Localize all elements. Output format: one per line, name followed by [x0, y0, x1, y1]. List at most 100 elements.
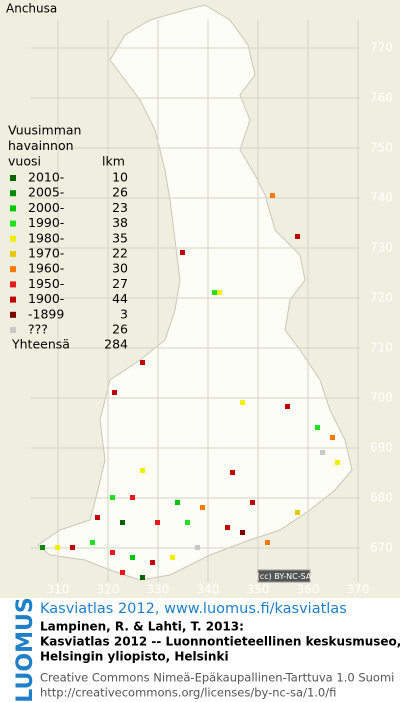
- northing-label: 710: [370, 341, 393, 355]
- legend-label: 1950-: [28, 276, 64, 291]
- occurrence-square: [170, 555, 175, 560]
- legend-total: 284: [104, 337, 128, 352]
- occurrence-square: [285, 404, 290, 409]
- northing-label: 760: [370, 91, 393, 105]
- legend-count: 26: [112, 185, 128, 200]
- occurrence-square: [200, 505, 205, 510]
- legend-swatch: [10, 190, 16, 197]
- occurrence-square: [195, 545, 200, 550]
- easting-label: 370: [347, 583, 370, 597]
- legend-swatch: [10, 311, 16, 318]
- occurrence-square: [295, 234, 300, 239]
- legend-swatch: [10, 266, 16, 273]
- legend-count-heading: lkm: [102, 154, 125, 169]
- citation-line: Kasviatlas 2012 -- Luonnontieteellinen k…: [40, 635, 400, 649]
- legend-count: 27: [112, 276, 128, 291]
- occurrence-square: [55, 545, 60, 550]
- easting-label: 310: [47, 583, 70, 597]
- legend-heading: Vuusimman: [8, 123, 81, 138]
- occurrence-square: [185, 520, 190, 525]
- license-badge-box: [257, 569, 311, 583]
- occurrence-square: [155, 520, 160, 525]
- license-line: http://creativecommons.org/licenses/by-n…: [40, 686, 336, 700]
- legend-label: 1970-: [28, 246, 64, 261]
- occurrence-square: [175, 500, 180, 505]
- occurrence-square: [315, 425, 320, 430]
- legend-label: -1899: [28, 306, 64, 321]
- citation-line: Helsingin yliopisto, Helsinki: [40, 650, 229, 664]
- legend-swatch: [10, 235, 16, 242]
- legend-label: 1990-: [28, 215, 64, 230]
- northing-label: 700: [370, 391, 393, 405]
- occurrence-square: [212, 290, 217, 295]
- easting-label: 320: [97, 583, 120, 597]
- occurrence-square: [230, 470, 235, 475]
- luomus-logo: LUOMUS: [13, 597, 38, 702]
- northing-label: 750: [370, 141, 393, 155]
- legend-label: 1960-: [28, 261, 64, 276]
- license-line: Creative Commons Nimeä-Epäkaupallinen-Ta…: [40, 671, 394, 685]
- easting-label: 340: [197, 583, 220, 597]
- legend-label: 2005-: [28, 185, 64, 200]
- easting-label: 350: [247, 583, 270, 597]
- legend-count: 44: [112, 291, 128, 306]
- occurrence-square: [110, 550, 115, 555]
- occurrence-square: [70, 545, 75, 550]
- occurrence-square: [320, 450, 325, 455]
- northing-label: 690: [370, 441, 393, 455]
- finland-land: [37, 4, 353, 581]
- easting-label: 360: [297, 583, 320, 597]
- occurrence-square: [270, 193, 275, 198]
- occurrence-square: [295, 510, 300, 515]
- legend-count: 35: [112, 230, 128, 245]
- legend-count: 26: [112, 322, 128, 337]
- occurrence-square: [120, 520, 125, 525]
- occurrence-square: [330, 435, 335, 440]
- occurrence-square: [225, 525, 230, 530]
- occurrence-square: [90, 540, 95, 545]
- legend-count: 38: [112, 215, 128, 230]
- legend-label: 1900-: [28, 291, 64, 306]
- legend-label: 2000-: [28, 200, 64, 215]
- species-title: Anchusa: [6, 2, 57, 16]
- easting-label: 330: [147, 583, 170, 597]
- occurrence-square: [265, 540, 270, 545]
- occurrence-square: [130, 555, 135, 560]
- northing-label: 670: [370, 541, 393, 555]
- legend-count: 30: [112, 261, 128, 276]
- legend-heading: havainnon: [8, 138, 74, 153]
- license-badge: (cc) BY-NC-SA: [257, 572, 312, 581]
- occurrence-square: [150, 560, 155, 565]
- occurrence-square: [95, 515, 100, 520]
- legend-swatch: [10, 281, 16, 288]
- occurrence-square: [180, 250, 185, 255]
- northing-label: 730: [370, 241, 393, 255]
- occurrence-square: [112, 390, 117, 395]
- legend-count: 10: [112, 170, 128, 185]
- northing-label: 680: [370, 491, 393, 505]
- citation-line: Lampinen, R. & Lahti, T. 2013:: [40, 620, 244, 634]
- occurrence-square: [130, 495, 135, 500]
- occurrence-square: [110, 495, 115, 500]
- occurrence-square: [217, 290, 222, 295]
- occurrence-square: [250, 500, 255, 505]
- legend-swatch: [10, 220, 16, 227]
- legend-label: 2010-: [28, 170, 64, 185]
- atlas-link: Kasviatlas 2012, www.luomus.fi/kasviatla…: [40, 601, 347, 617]
- occurrence-square: [120, 570, 125, 575]
- northing-label: 770: [370, 41, 393, 55]
- legend-label: ???: [28, 322, 48, 337]
- occurrence-square: [140, 360, 145, 365]
- legend-count: 3: [120, 306, 128, 321]
- legend-heading: vuosi: [8, 154, 41, 169]
- occurrences: [40, 193, 340, 580]
- legend-swatch: [10, 205, 16, 212]
- northing-label: 740: [370, 191, 393, 205]
- legend-count: 22: [112, 246, 128, 261]
- occurrence-square: [140, 575, 145, 580]
- legend-swatch: [10, 327, 16, 333]
